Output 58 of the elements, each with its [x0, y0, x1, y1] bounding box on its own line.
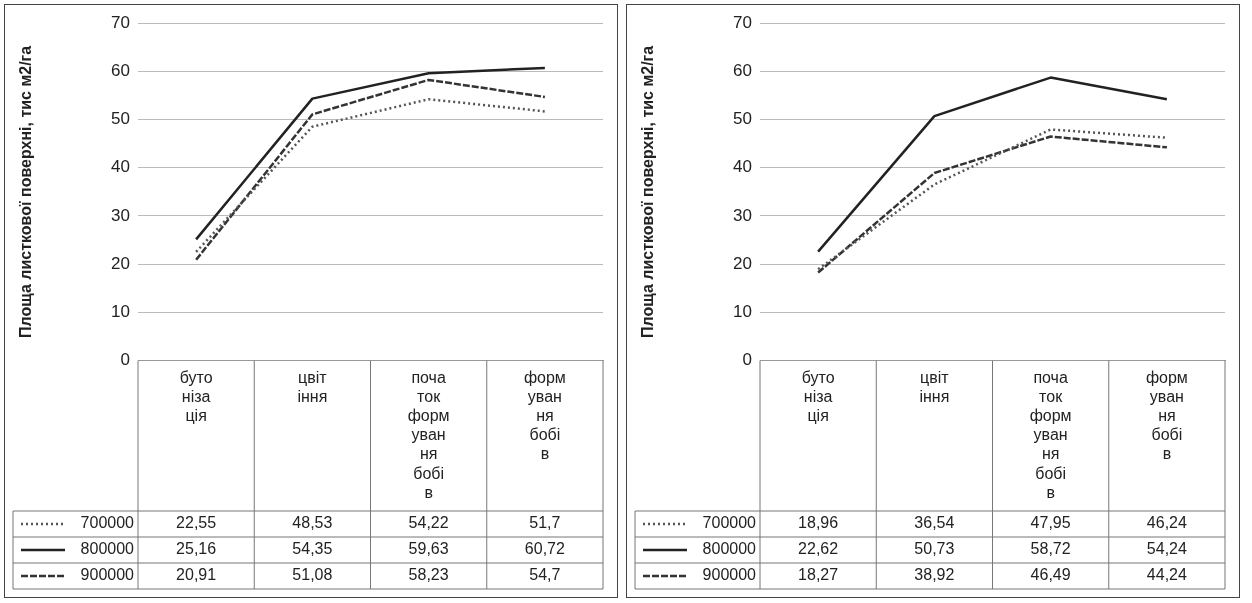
data-label: 44,24 [1146, 566, 1187, 584]
data-label: 38,92 [914, 566, 955, 584]
y-axis-title: Площа листкової поверхні, тис м2/га [17, 45, 35, 338]
y-tick-label: 30 [733, 205, 752, 225]
legend-label: 800000 [702, 540, 757, 558]
y-tick-label: 0 [742, 350, 752, 370]
data-label: 54,22 [408, 514, 449, 532]
x-tick-label: цвітіння [297, 368, 328, 405]
data-label: 54,7 [529, 566, 561, 584]
data-label: 18,96 [798, 514, 839, 532]
data-label: 59,63 [408, 540, 449, 558]
data-label: 50,73 [914, 540, 955, 558]
y-tick-label: 60 [733, 61, 752, 81]
legend-label: 700000 [80, 514, 135, 532]
y-tick-label: 10 [111, 302, 130, 322]
y-tick-label: 50 [111, 109, 130, 129]
legend-label: 700000 [702, 514, 757, 532]
y-tick-label: 50 [733, 109, 752, 129]
data-label: 51,08 [292, 566, 333, 584]
data-label: 22,62 [798, 540, 839, 558]
y-tick-label: 20 [111, 253, 130, 273]
y-tick-label: 40 [111, 157, 130, 177]
data-label: 47,95 [1030, 514, 1071, 532]
data-label: 60,72 [524, 540, 565, 558]
data-label: 22,55 [176, 514, 217, 532]
y-tick-label: 10 [733, 302, 752, 322]
data-label: 25,16 [176, 540, 217, 558]
y-tick-label: 70 [111, 12, 130, 32]
x-tick-label: початок формування бобів [407, 368, 450, 501]
x-tick-label: цвітіння [919, 368, 950, 405]
y-tick-label: 70 [733, 12, 752, 32]
x-tick-label: бутонізація [801, 368, 835, 425]
y-tick-label: 20 [733, 253, 752, 273]
data-label: 46,49 [1030, 566, 1071, 584]
data-label: 36,54 [914, 514, 955, 532]
x-tick-label: бутонізація [179, 368, 213, 425]
line-series [194, 98, 547, 254]
x-tick-label: початок формування бобів [1029, 368, 1072, 501]
legend-label: 900000 [80, 566, 135, 584]
legend-label: 900000 [702, 566, 757, 584]
x-tick-label: формування бобів [1145, 368, 1188, 463]
y-tick-label: 0 [120, 350, 130, 370]
y-tick-label: 40 [733, 157, 752, 177]
y-tick-label: 30 [111, 205, 130, 225]
legend-label: 800000 [80, 540, 135, 558]
data-label: 58,72 [1030, 540, 1071, 558]
data-label: 51,7 [529, 514, 561, 532]
x-tick-label: формування бобів [523, 368, 566, 463]
line-series [194, 78, 547, 262]
data-label: 46,24 [1146, 514, 1187, 532]
data-label: 18,27 [798, 566, 839, 584]
y-tick-label: 60 [111, 61, 130, 81]
data-label: 58,23 [408, 566, 449, 584]
y-axis-title: Площа листкової поверхні, тис м2/га [639, 45, 657, 338]
data-label: 48,53 [292, 514, 333, 532]
data-label: 54,35 [292, 540, 333, 558]
data-label: 54,24 [1146, 540, 1187, 558]
data-label: 20,91 [176, 566, 217, 584]
